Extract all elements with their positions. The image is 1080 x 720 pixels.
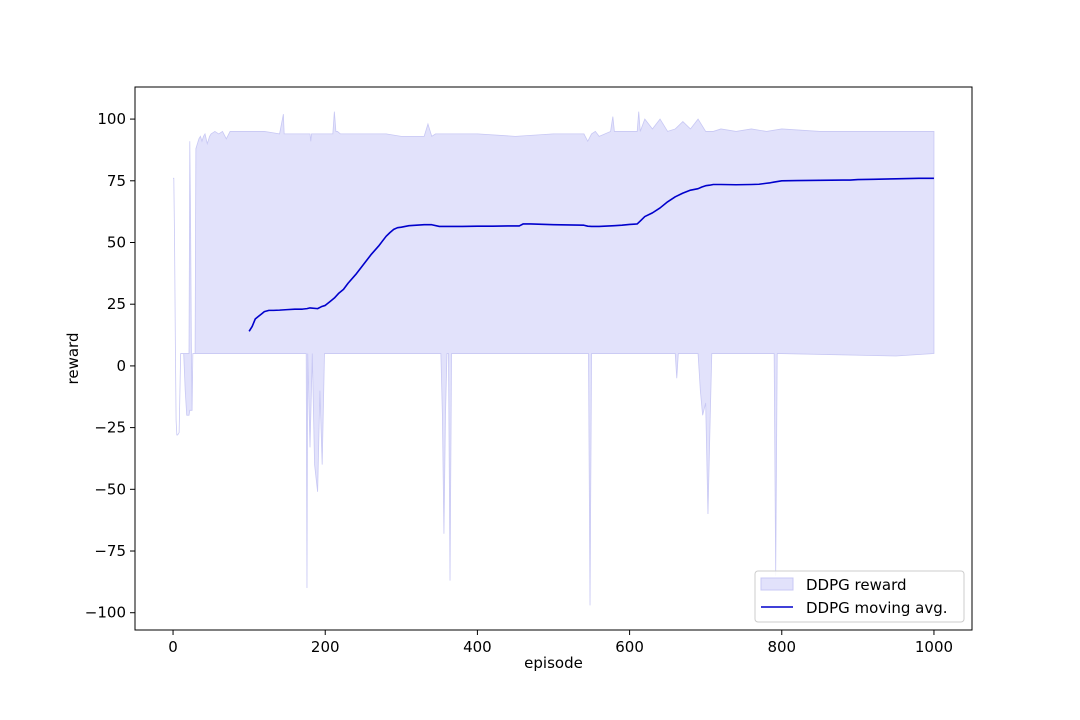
y-axis-label: reward [64,333,82,385]
y-tick-label: −100 [85,604,126,622]
y-tick-label: 75 [107,172,126,190]
x-axis: 0 200 400 600 800 1000 [168,630,953,656]
x-tick-label: 400 [463,638,492,656]
plot-frame [134,86,973,631]
legend: DDPG reward DDPG moving avg. [754,570,965,623]
x-tick-label: 800 [767,638,796,656]
x-tick-label: 0 [168,638,178,656]
legend-label-ddpg-moving-avg: DDPG moving avg. [806,599,948,617]
x-tick-label: 1000 [915,638,953,656]
series-line-ddpg-moving-avg [248,177,934,332]
legend-swatch-ddpg-reward [760,577,794,591]
series-band-ddpg-reward [173,111,935,606]
y-tick-label: −75 [94,542,126,560]
x-tick-label: 200 [311,638,340,656]
y-axis: −100 −75 −50 −25 0 25 50 75 100 [85,110,135,622]
x-tick-label: 600 [615,638,644,656]
y-tick-label: 25 [107,295,126,313]
plot-area [173,111,935,606]
y-tick-label: 0 [116,357,126,375]
y-tick-label: −50 [94,480,126,498]
y-tick-label: 100 [97,110,126,128]
y-tick-label: 50 [107,233,126,251]
y-tick-label: −25 [94,419,126,437]
legend-label-ddpg-reward: DDPG reward [806,576,907,594]
x-axis-label: episode [524,654,583,672]
legend-box [754,570,965,623]
